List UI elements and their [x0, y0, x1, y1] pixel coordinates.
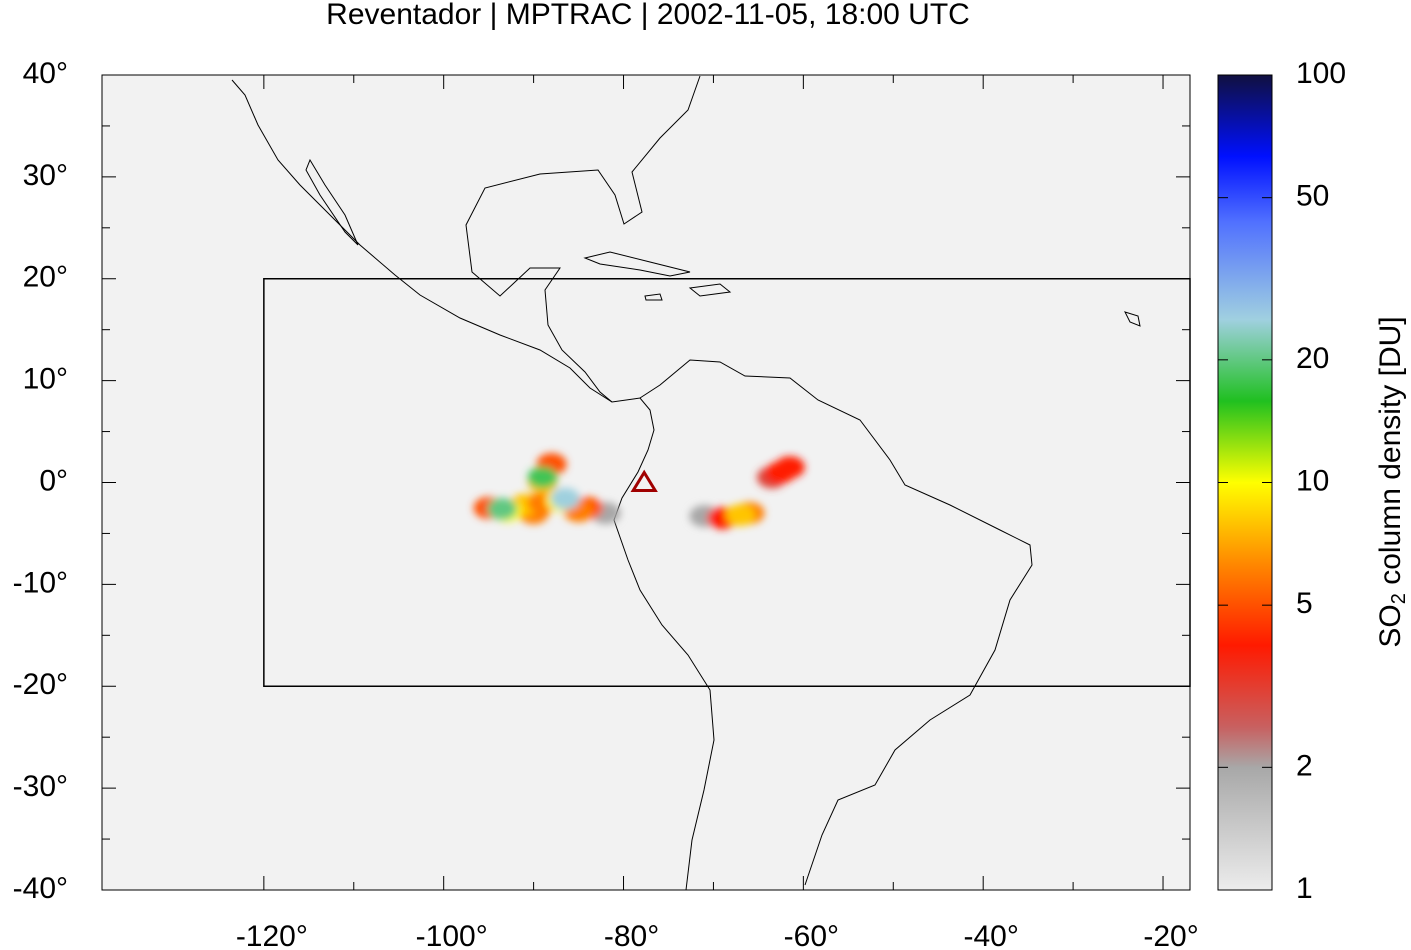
so2-blob	[487, 497, 518, 520]
plume-layer	[473, 453, 805, 530]
y-tick-label: -40°	[13, 872, 68, 905]
y-tick-label: 0°	[39, 464, 68, 497]
colorbar-label-rest: column density [DU]	[1374, 316, 1407, 593]
x-tick-label: -40°	[964, 920, 1019, 950]
y-tick-label: 10°	[23, 363, 68, 396]
coastline	[1124, 311, 1141, 327]
colorbar-label-main: SO	[1374, 604, 1407, 647]
so2-blob	[774, 456, 805, 479]
colorbar-tick-label: 100	[1296, 57, 1346, 90]
colorbar-tick-label: 1	[1296, 872, 1313, 905]
volcano-marker	[630, 469, 658, 492]
y-tick-label: -30°	[13, 770, 68, 803]
y-tick-label: 40°	[23, 57, 68, 90]
colorbar-tick-label: 20	[1296, 342, 1329, 375]
colorbar-tick-label: 2	[1296, 749, 1313, 782]
colorbar-label: SO2 column density [DU]	[1374, 316, 1410, 647]
x-tick-label: -100°	[416, 920, 488, 950]
coastline	[305, 158, 359, 246]
colorbar-tick-label: 50	[1296, 180, 1329, 213]
y-tick-label: 30°	[23, 159, 68, 192]
colorbar-tick-label: 10	[1296, 464, 1329, 497]
colorbar-label-subscript: 2	[1388, 593, 1410, 604]
y-tick-label: -20°	[13, 668, 68, 701]
so2-blob	[527, 466, 558, 489]
coastline	[639, 359, 1033, 886]
coastlines	[231, 75, 1141, 890]
coastline	[465, 75, 701, 403]
chart-title: Reventador | MPTRAC | 2002-11-05, 18:00 …	[326, 0, 970, 31]
colorbar-tick-label: 5	[1296, 587, 1313, 620]
x-tick-label: -60°	[784, 920, 839, 950]
map-background	[102, 75, 1190, 890]
coastline	[644, 293, 663, 301]
y-tick-label: 20°	[23, 261, 68, 294]
coastline	[688, 283, 732, 297]
x-tick-label: -120°	[236, 920, 308, 950]
coastline	[583, 251, 691, 277]
x-tick-label: -80°	[604, 920, 659, 950]
x-tick-label: -20°	[1143, 920, 1198, 950]
so2-blob	[725, 504, 756, 527]
so2-blob	[550, 487, 581, 510]
y-tick-label: -10°	[13, 566, 68, 599]
